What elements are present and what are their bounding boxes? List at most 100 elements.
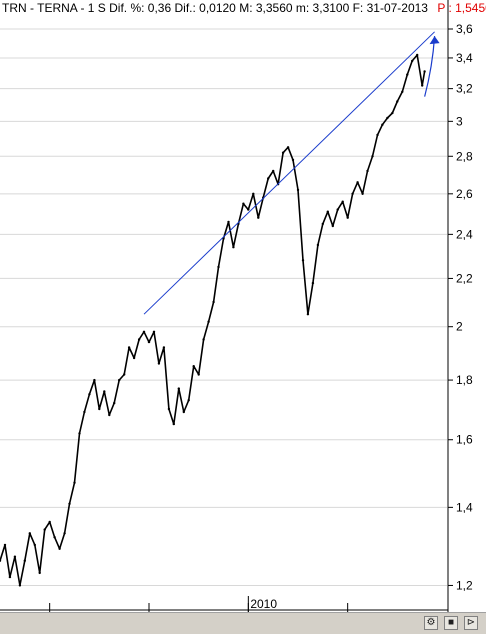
price-point — [346, 216, 349, 219]
price-point — [381, 123, 384, 126]
price-point — [137, 338, 141, 341]
price-point — [391, 111, 394, 115]
price-point — [172, 422, 175, 426]
price-point — [423, 70, 426, 73]
price-point — [421, 84, 424, 87]
price-point — [356, 181, 359, 184]
header-info: TRN - TERNA - 1 S Dif. %: 0,36 Dif.: 0,0… — [2, 1, 428, 15]
price-point — [301, 259, 305, 262]
price-point — [411, 59, 414, 63]
price-point — [207, 320, 210, 323]
x-axis-ticks: 20062008201020122010 — [49, 596, 349, 612]
price-point — [0, 559, 2, 562]
pin-icon[interactable]: ⊳ — [464, 616, 478, 630]
y-tick-label: 2,2 — [456, 271, 473, 285]
price-point — [3, 543, 7, 547]
price-point — [316, 243, 320, 247]
price-point — [326, 210, 329, 213]
price-point — [38, 571, 41, 575]
price-point — [167, 407, 171, 411]
price-point — [88, 393, 91, 396]
price-point — [371, 155, 374, 158]
price-point — [321, 222, 324, 226]
price-point — [401, 90, 404, 94]
price-point — [217, 265, 220, 269]
price-point — [63, 532, 66, 535]
price-point — [123, 373, 126, 376]
y-tick-label: 3,6 — [456, 22, 473, 36]
price-point — [132, 356, 136, 360]
chart-settings-icon[interactable]: ⚙ — [424, 616, 438, 630]
price-point — [58, 547, 61, 550]
price-point — [23, 559, 26, 562]
x-marker-label: 2010 — [250, 597, 277, 611]
trendline — [143, 31, 435, 315]
price-point — [152, 330, 156, 333]
price-point — [103, 390, 106, 393]
price-point — [28, 532, 31, 535]
price-point — [78, 432, 81, 435]
price-point — [202, 338, 205, 341]
price-point — [177, 387, 180, 390]
chart-background — [0, 0, 486, 612]
price-point — [376, 133, 379, 137]
price-point — [8, 575, 12, 579]
y-tick-label: 2,6 — [456, 187, 473, 201]
price-point — [247, 208, 250, 211]
price-point — [232, 246, 235, 249]
price-point — [48, 520, 51, 524]
price-point — [68, 502, 71, 505]
price-point — [281, 151, 285, 154]
y-axis-ticks: 1,2 1,4 1,6 1,8 2 2,2 2,4 2,6 2,8 3 3,2 3,4 3,6 — [448, 22, 473, 592]
price-point — [406, 73, 409, 76]
price-point — [157, 362, 161, 365]
price-point — [162, 346, 166, 349]
price-point — [341, 200, 344, 203]
price-point — [98, 407, 101, 411]
price-point — [13, 555, 17, 558]
chart-header: TRN - TERNA - 1 S Dif. %: 0,36 Dif.: 0,0… — [2, 1, 486, 15]
price-point — [311, 281, 315, 285]
price-point — [18, 584, 22, 587]
y-tick-label: 2,8 — [456, 149, 473, 163]
price-point — [386, 116, 389, 120]
price-point — [286, 146, 290, 149]
price-point — [242, 202, 245, 205]
price-point — [33, 543, 36, 547]
price-point — [361, 192, 364, 195]
price-point — [182, 410, 185, 414]
price-point — [142, 330, 146, 333]
arrow-head — [429, 36, 440, 45]
price-point — [113, 401, 116, 405]
price-point — [93, 378, 96, 382]
price-point — [43, 528, 46, 531]
price-point — [197, 373, 200, 376]
price-point — [291, 158, 295, 162]
price-point — [127, 346, 131, 349]
y-tick-label: 1,8 — [456, 373, 473, 387]
price-series[interactable] — [0, 53, 426, 587]
y-tick-label: 1,4 — [456, 500, 473, 514]
y-tick-label: 2,4 — [456, 227, 473, 241]
price-point — [192, 365, 195, 368]
price-point — [331, 224, 334, 228]
y-tick-label: 2 — [456, 320, 463, 334]
price-point — [252, 192, 255, 195]
price-point — [73, 481, 76, 484]
price-point — [272, 169, 275, 173]
price-point — [212, 300, 215, 304]
price-point — [296, 188, 300, 192]
price-point — [267, 177, 270, 180]
header-price: P : 1,5450 — [437, 1, 486, 15]
price-point — [83, 410, 86, 414]
drawing-overlays[interactable] — [143, 31, 440, 315]
save-icon[interactable]: ■ — [444, 616, 458, 630]
price-point — [366, 169, 369, 173]
price-point — [118, 378, 121, 382]
y-gridlines — [0, 28, 447, 586]
price-chart[interactable]: 1,2 1,4 1,6 1,8 2 2,2 2,4 2,6 2,8 3 3,2 3,4 3,6 2006… — [0, 0, 486, 612]
price-point — [187, 399, 190, 402]
y-tick-label: 3 — [456, 114, 463, 128]
y-tick-label: 3,4 — [456, 51, 473, 65]
price-point — [227, 220, 230, 224]
